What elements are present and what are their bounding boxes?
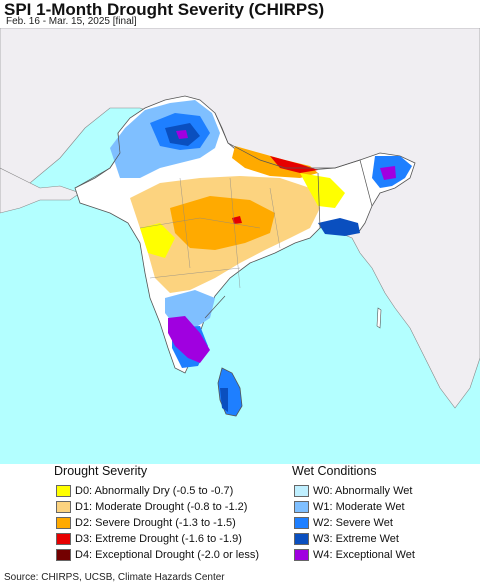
d2-label: D2: Severe Drought (-1.3 to -1.5) xyxy=(75,517,236,529)
d4-swatch xyxy=(56,549,71,561)
north-exceptional-wet xyxy=(176,130,188,139)
d2-swatch xyxy=(56,517,71,529)
w4-swatch xyxy=(294,549,309,561)
d0-swatch xyxy=(56,485,71,497)
legend-item-w2: W2: Severe Wet xyxy=(294,515,393,531)
d1-label: D1: Moderate Drought (-0.8 to -1.2) xyxy=(75,501,248,513)
w1-swatch xyxy=(294,501,309,513)
legend-item-w4: W4: Exceptional Wet xyxy=(294,547,415,563)
w3-label: W3: Extreme Wet xyxy=(313,533,399,545)
legend-item-w0: W0: Abnormally Wet xyxy=(294,483,412,499)
central-severe-drought xyxy=(170,196,275,250)
w2-label: W2: Severe Wet xyxy=(313,517,393,529)
source-credit: Source: CHIRPS, UCSB, Climate Hazards Ce… xyxy=(4,572,225,583)
w1-label: W1: Moderate Wet xyxy=(313,501,405,513)
drought-map xyxy=(0,28,480,465)
country-borders xyxy=(74,112,373,319)
w4-label: W4: Exceptional Wet xyxy=(313,549,415,561)
legend-item-d2: D2: Severe Drought (-1.3 to -1.5) xyxy=(56,515,236,531)
drought-legend-title: Drought Severity xyxy=(54,464,148,478)
d4-label: D4: Exceptional Drought (-2.0 or less) xyxy=(75,549,260,561)
date-range: Feb. 16 - Mar. 15, 2025 [final] xyxy=(6,16,137,27)
wet-legend-title: Wet Conditions xyxy=(292,464,377,478)
sri-lanka-west-wet xyxy=(220,388,228,412)
nepal-extreme-drought xyxy=(270,156,318,173)
legend-item-d3: D3: Extreme Drought (-1.6 to -1.9) xyxy=(56,531,242,547)
d1-swatch xyxy=(56,501,71,513)
central-extreme-spot xyxy=(232,216,242,224)
bangladesh-extreme-wet xyxy=(318,218,360,236)
map-canvas xyxy=(0,28,480,465)
w2-swatch xyxy=(294,517,309,529)
w0-label: W0: Abnormally Wet xyxy=(313,485,413,497)
legend-item-d0: D0: Abnormally Dry (-0.5 to -0.7) xyxy=(56,483,233,499)
map-title: SPI 1-Month Drought Severity (CHIRPS) xyxy=(4,0,325,19)
legend-item-d4: D4: Exceptional Drought (-2.0 or less) xyxy=(56,547,259,563)
east-abnormally-dry xyxy=(300,173,345,208)
d3-swatch xyxy=(56,533,71,545)
w3-swatch xyxy=(294,533,309,545)
west-land xyxy=(0,167,81,214)
south-exceptional-wet xyxy=(168,316,210,363)
legend-item-d1: D1: Moderate Drought (-0.8 to -1.2) xyxy=(56,499,247,515)
legend: Drought Severity Wet Conditions D0: Abno… xyxy=(0,464,480,568)
d3-label: D3: Extreme Drought (-1.6 to -1.9) xyxy=(75,533,242,545)
northeast-exceptional-wet xyxy=(380,166,396,180)
state-borders xyxy=(139,177,281,289)
legend-item-w1: W1: Moderate Wet xyxy=(294,499,405,515)
legend-item-w3: W3: Extreme Wet xyxy=(294,531,399,547)
andaman-islands xyxy=(376,307,382,329)
w0-swatch xyxy=(294,485,309,497)
central-abnormally-dry xyxy=(140,223,175,258)
d0-label: D0: Abnormally Dry (-0.5 to -0.7) xyxy=(75,485,234,497)
